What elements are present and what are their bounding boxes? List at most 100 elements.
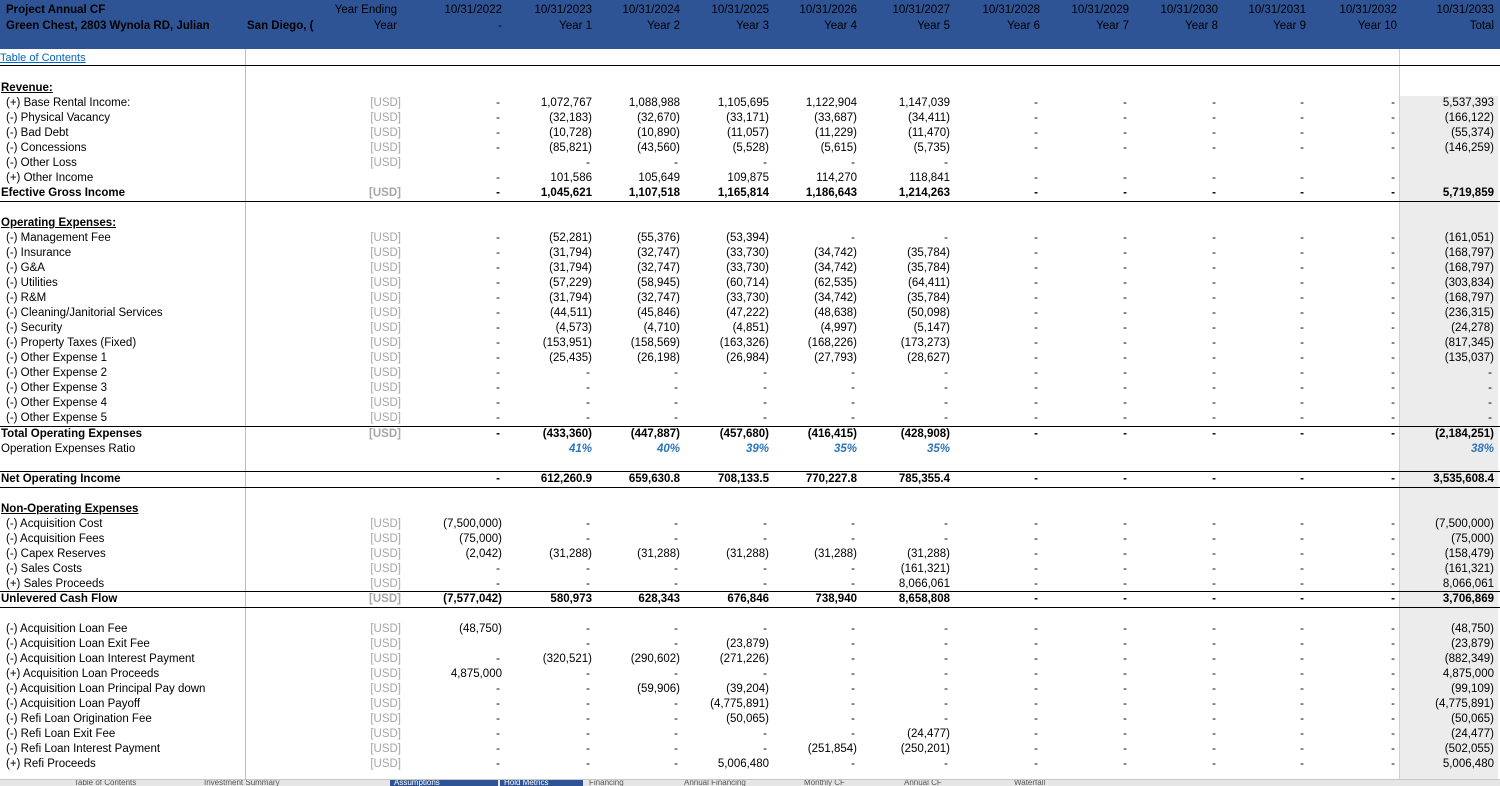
value-cell[interactable]: - xyxy=(496,337,500,349)
value-cell[interactable]: - xyxy=(586,683,590,695)
value-cell[interactable]: - xyxy=(1034,367,1038,379)
value-cell[interactable]: - xyxy=(496,142,500,154)
unit-cell[interactable]: [USD] xyxy=(370,698,401,710)
value-cell[interactable]: 785,355.4 xyxy=(898,473,950,485)
value-cell[interactable]: - xyxy=(496,428,500,440)
value-cell[interactable]: - xyxy=(496,578,500,590)
row-label[interactable]: (-) Cleaning/Janitorial Services xyxy=(6,307,163,319)
unit-cell[interactable]: [USD] xyxy=(370,533,401,545)
value-cell[interactable]: - xyxy=(1123,412,1127,424)
row-label[interactable]: Non-Operating Expenses xyxy=(1,503,139,515)
value-cell[interactable]: - xyxy=(1300,172,1304,184)
value-cell[interactable]: - xyxy=(1212,127,1216,139)
header-year-2[interactable]: Year 1 xyxy=(559,20,592,32)
value-cell[interactable]: (32,747) xyxy=(637,262,680,274)
value-cell[interactable]: (10,890) xyxy=(637,127,680,139)
row-label[interactable]: (-) G&A xyxy=(6,262,45,274)
unit-cell[interactable]: [USD] xyxy=(369,187,401,199)
value-cell[interactable]: 3,706,869 xyxy=(1442,593,1494,605)
value-cell[interactable]: - xyxy=(763,728,767,740)
value-cell[interactable]: - xyxy=(763,668,767,680)
value-cell[interactable]: - xyxy=(1212,97,1216,109)
unit-cell[interactable]: [USD] xyxy=(370,382,401,394)
value-cell[interactable]: - xyxy=(496,247,500,259)
row-label[interactable]: (-) Insurance xyxy=(6,247,72,259)
value-cell[interactable]: - xyxy=(1300,127,1304,139)
value-cell[interactable]: - xyxy=(1123,277,1127,289)
value-cell[interactable]: - xyxy=(1123,713,1127,725)
value-cell[interactable]: - xyxy=(1212,518,1216,530)
value-cell[interactable]: - xyxy=(1300,563,1304,575)
unit-cell[interactable]: [USD] xyxy=(370,578,401,590)
value-cell[interactable]: - xyxy=(1123,653,1127,665)
header-year-8[interactable]: Year 7 xyxy=(1096,20,1129,32)
value-cell[interactable]: - xyxy=(1212,412,1216,424)
value-cell[interactable]: (32,183) xyxy=(549,112,592,124)
value-cell[interactable]: - xyxy=(1391,172,1395,184)
value-cell[interactable]: (62,535) xyxy=(814,277,857,289)
value-cell[interactable]: - xyxy=(674,713,678,725)
header-year-12[interactable]: Total xyxy=(1469,20,1494,32)
value-cell[interactable]: 1,147,039 xyxy=(898,97,950,109)
header-year-9[interactable]: Year 8 xyxy=(1185,20,1218,32)
value-cell[interactable]: 580,973 xyxy=(550,593,592,605)
value-cell[interactable]: - xyxy=(674,382,678,394)
value-cell[interactable]: - xyxy=(1034,277,1038,289)
value-cell[interactable]: - xyxy=(1034,292,1038,304)
value-cell[interactable]: 39% xyxy=(745,443,769,455)
sheet-tab[interactable]: Waterfall xyxy=(1014,780,1046,786)
row-label[interactable]: (-) Refi Loan Exit Fee xyxy=(6,728,116,740)
value-cell[interactable]: (2,184,251) xyxy=(1435,428,1494,440)
value-cell[interactable]: - xyxy=(1034,593,1038,605)
value-cell[interactable]: - xyxy=(1212,698,1216,710)
value-cell[interactable]: - xyxy=(1300,428,1304,440)
row-label[interactable]: (-) Management Fee xyxy=(6,232,111,244)
value-cell[interactable]: - xyxy=(1123,743,1127,755)
value-cell[interactable]: (33,171) xyxy=(726,112,769,124)
value-cell[interactable]: - xyxy=(1391,112,1395,124)
value-cell[interactable]: - xyxy=(674,638,678,650)
value-cell[interactable]: - xyxy=(1300,97,1304,109)
value-cell[interactable]: - xyxy=(1034,533,1038,545)
value-cell[interactable]: - xyxy=(851,578,855,590)
value-cell[interactable]: - xyxy=(1391,292,1395,304)
sheet-tab[interactable]: Hold Metrics xyxy=(500,780,583,786)
value-cell[interactable]: - xyxy=(851,713,855,725)
value-cell[interactable]: - xyxy=(496,758,500,770)
value-cell[interactable]: (85,821) xyxy=(549,142,592,154)
value-cell[interactable]: (251,854) xyxy=(807,743,857,755)
value-cell[interactable]: - xyxy=(496,743,500,755)
value-cell[interactable]: - xyxy=(944,698,948,710)
unit-cell[interactable]: [USD] xyxy=(370,337,401,349)
property-name[interactable]: Green Chest, 2803 Wynola RD, Julian xyxy=(6,20,210,32)
value-cell[interactable]: (11,229) xyxy=(815,127,857,139)
value-cell[interactable]: (5,615) xyxy=(820,142,857,154)
value-cell[interactable]: - xyxy=(1391,728,1395,740)
value-cell[interactable]: - xyxy=(586,397,590,409)
value-cell[interactable]: 1,045,621 xyxy=(540,187,592,199)
value-cell[interactable]: (5,147) xyxy=(913,322,950,334)
value-cell[interactable]: (168,797) xyxy=(1444,247,1494,259)
unit-cell[interactable]: [USD] xyxy=(370,277,401,289)
value-cell[interactable]: - xyxy=(1212,578,1216,590)
value-cell[interactable]: (2,042) xyxy=(465,548,502,560)
value-cell[interactable]: - xyxy=(1391,473,1395,485)
unit-cell[interactable]: [USD] xyxy=(370,713,401,725)
header-year-3[interactable]: Year 2 xyxy=(647,20,680,32)
value-cell[interactable]: - xyxy=(944,758,948,770)
value-cell[interactable]: (4,573) xyxy=(555,322,592,334)
value-cell[interactable]: - xyxy=(1488,382,1492,394)
row-label[interactable]: (-) Other Expense 3 xyxy=(6,382,107,394)
sheet-tab[interactable]: Table of Contents xyxy=(74,780,137,786)
value-cell[interactable]: - xyxy=(586,758,590,770)
value-cell[interactable]: - xyxy=(496,172,500,184)
value-cell[interactable]: - xyxy=(1123,758,1127,770)
value-cell[interactable]: - xyxy=(851,623,855,635)
value-cell[interactable]: - xyxy=(944,382,948,394)
value-cell[interactable]: - xyxy=(1300,247,1304,259)
value-cell[interactable]: (173,273) xyxy=(900,337,950,349)
value-cell[interactable]: (168,797) xyxy=(1444,292,1494,304)
unit-cell[interactable]: [USD] xyxy=(370,668,401,680)
header-date-12[interactable]: 10/31/2033 xyxy=(1436,4,1494,16)
value-cell[interactable]: - xyxy=(1123,292,1127,304)
